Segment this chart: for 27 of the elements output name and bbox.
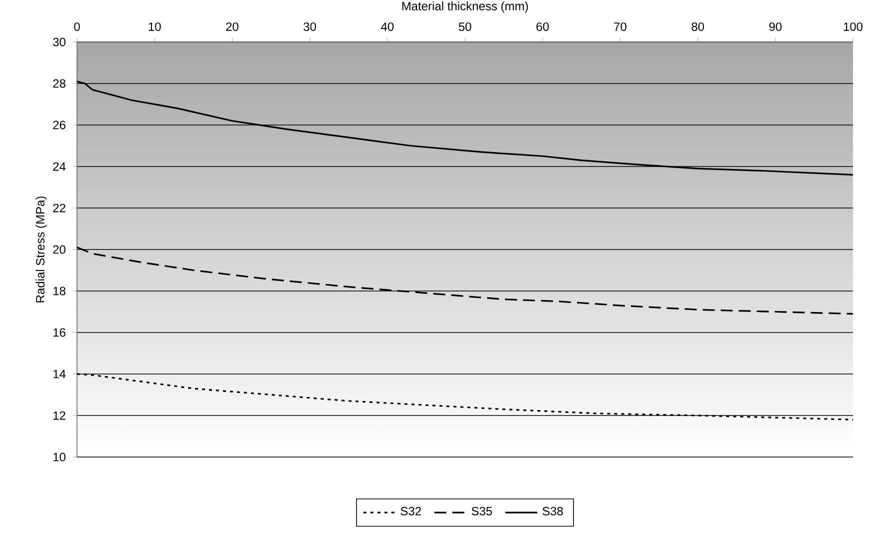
x-tick-label: 50 (458, 22, 472, 31)
x-tick-label: 40 (381, 22, 394, 31)
x-tick-label: 0 (74, 22, 80, 31)
x-tick-label: 20 (226, 22, 238, 31)
y-tick-label: 26 (53, 120, 66, 130)
y-tick-label: 10 (54, 452, 66, 462)
x-tick-label: 80 (692, 22, 704, 31)
y-tick-label: 20 (53, 245, 66, 254)
y-tick-label: 30 (53, 38, 66, 46)
y-tick-label: 14 (54, 370, 66, 378)
x-tick-label: 60 (536, 22, 549, 31)
legend-label: S38 (542, 506, 563, 516)
y-axis-title: Radial Stress (MPa) (36, 196, 47, 302)
y-tick-label: 24 (53, 162, 66, 171)
x-tick-label: 10 (148, 22, 161, 31)
y-tick-label: 28 (53, 79, 66, 88)
x-axis-title: Material thickness (mm) (402, 2, 528, 13)
y-tick-label: 22 (53, 204, 66, 212)
x-tick-label: 90 (769, 22, 782, 31)
y-tick-label: 16 (54, 328, 66, 337)
legend-label: S32 (400, 506, 421, 516)
x-tick-label: 70 (614, 22, 626, 31)
x-tick-label: 30 (304, 22, 316, 31)
x-tick-label: 100 (844, 22, 863, 31)
legend-label: S35 (472, 506, 492, 516)
y-tick-label: 18 (54, 286, 66, 296)
y-tick-label: 12 (54, 411, 66, 420)
